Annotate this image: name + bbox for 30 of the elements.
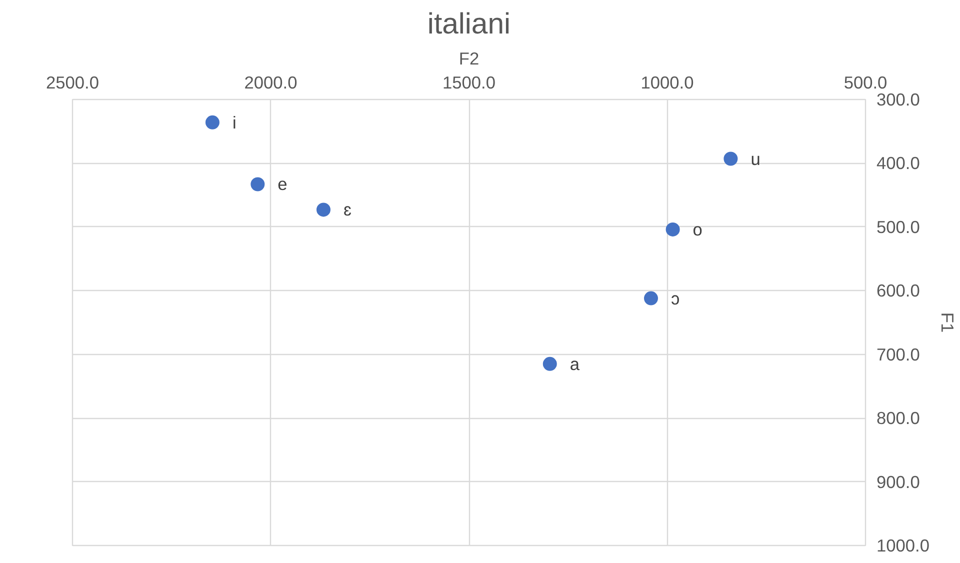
- point: [250, 177, 265, 192]
- y-tick-label: 900.0: [876, 472, 920, 492]
- x-tick-label: 1000.0: [640, 72, 694, 92]
- point: [724, 152, 738, 166]
- annotation: o: [692, 219, 702, 240]
- annotation: e: [278, 174, 288, 194]
- point: [205, 115, 220, 130]
- chart-title: italiani: [427, 8, 511, 40]
- y-tick-label: 300.0: [876, 90, 920, 110]
- y-tick-label: 800.0: [876, 408, 920, 428]
- y-tick-label: 1000.0: [876, 536, 930, 556]
- y-tick-label: 500.0: [876, 216, 920, 237]
- annotation: a: [570, 354, 580, 374]
- annotation: ɛ: [343, 200, 352, 220]
- x-tick-label: 1500.0: [442, 72, 496, 92]
- point: [644, 291, 658, 306]
- point: [666, 222, 680, 236]
- x-tick-label: 500.0: [844, 72, 888, 92]
- annotation: u: [750, 148, 760, 169]
- x-tick-label: 2000.0: [244, 72, 298, 92]
- y-tick-label: 400.0: [876, 153, 920, 174]
- x-axis-title: F2: [458, 48, 480, 68]
- annotation: ɔ: [670, 288, 680, 308]
- x-tick-label: 2500.0: [46, 72, 99, 92]
- y-axis-title: F1: [938, 312, 958, 333]
- y-tick-label: 600.0: [876, 280, 920, 301]
- annotation: i: [232, 112, 236, 132]
- point: [316, 202, 330, 217]
- y-tick-label: 700.0: [876, 344, 920, 364]
- point: [542, 356, 557, 371]
